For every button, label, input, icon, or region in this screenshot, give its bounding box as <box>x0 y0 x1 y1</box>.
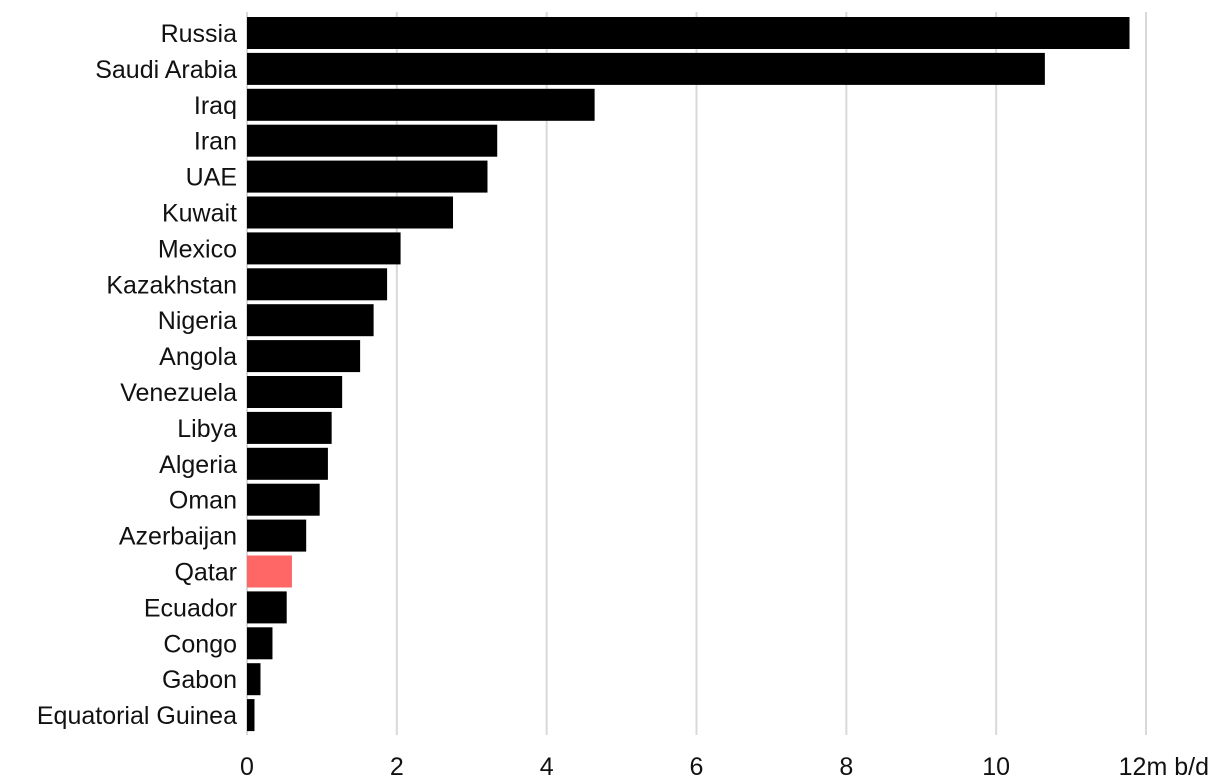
x-tick-label: 8 <box>839 753 853 781</box>
category-label: UAE <box>186 164 237 192</box>
category-label: Equatorial Guinea <box>37 702 237 730</box>
bar-saudi-arabia <box>247 52 1045 85</box>
bar-libya <box>247 411 332 444</box>
bar-russia <box>247 17 1130 49</box>
bar-mexico <box>247 232 401 265</box>
x-tick-label: 0 <box>240 753 254 781</box>
category-label: Congo <box>163 630 237 658</box>
category-label: Saudi Arabia <box>95 56 237 84</box>
category-label: Algeria <box>159 451 237 479</box>
category-label: Azerbaijan <box>119 523 237 551</box>
category-label: Ecuador <box>144 594 237 622</box>
bar-venezuela <box>247 376 343 408</box>
bar-congo <box>247 627 273 660</box>
bar-kazakhstan <box>247 268 388 301</box>
bar-oman <box>247 483 320 516</box>
category-label: Iraq <box>194 92 237 120</box>
bar-equatorial-guinea <box>247 699 255 732</box>
x-tick-label: 10 <box>982 753 1010 781</box>
category-label: Venezuela <box>120 379 237 407</box>
category-label: Iran <box>194 128 237 156</box>
category-label: Nigeria <box>158 307 237 335</box>
x-tick-label: 6 <box>690 753 704 781</box>
x-axis-tick-labels: 0 2 4 6 8 10 12m b/d <box>240 753 1209 781</box>
category-label: Libya <box>177 415 237 443</box>
category-label: Qatar <box>174 559 237 587</box>
bar-qatar <box>247 555 292 588</box>
bar-kuwait <box>247 196 454 229</box>
bar-angola <box>247 340 361 373</box>
category-label: Kuwait <box>162 200 237 228</box>
x-tick-label: 12m b/d <box>1119 753 1209 781</box>
category-labels: Russia Saudi Arabia Iraq Iran UAE Kuwait Mexic… <box>37 20 237 730</box>
category-label: Oman <box>169 487 237 515</box>
bar-iraq <box>247 88 595 121</box>
bar-nigeria <box>247 304 374 337</box>
category-label: Gabon <box>162 666 237 694</box>
category-label: Kazakhstan <box>106 271 237 299</box>
bars <box>247 17 1130 732</box>
bar-iran <box>247 124 498 157</box>
category-label: Angola <box>159 343 237 371</box>
bar-azerbaijan <box>247 519 307 552</box>
bar-algeria <box>247 447 328 480</box>
bar-uae <box>247 160 488 193</box>
bar-ecuador <box>247 591 287 624</box>
x-tick-label: 2 <box>390 753 404 781</box>
bar-gabon <box>247 663 261 696</box>
category-label: Mexico <box>158 235 237 263</box>
x-tick-label: 4 <box>540 753 554 781</box>
category-label: Russia <box>161 20 238 48</box>
